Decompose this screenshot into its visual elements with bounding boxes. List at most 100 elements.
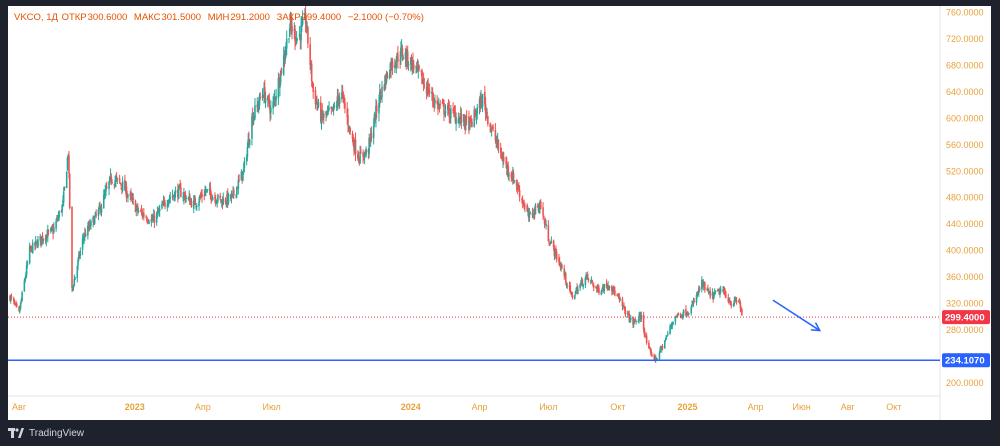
candle-body — [282, 55, 285, 75]
candle-body — [368, 138, 370, 154]
candle-body — [443, 113, 446, 115]
candle-body — [446, 105, 449, 110]
candle-body — [285, 47, 287, 52]
candle-body — [55, 221, 57, 229]
candle-body — [538, 207, 541, 212]
candle-body — [592, 284, 595, 288]
candle-body — [357, 156, 360, 160]
candle-body — [465, 116, 468, 118]
candle-body — [378, 102, 380, 114]
candle-body — [359, 152, 361, 164]
candle-body — [438, 104, 441, 106]
candle-body — [347, 126, 350, 130]
candle-body — [543, 216, 545, 218]
candle-body — [63, 186, 66, 191]
candle-body — [565, 282, 568, 285]
x-tick-label: Июн — [793, 402, 811, 412]
candle-body — [549, 244, 551, 246]
y-tick-label: 200.0000 — [946, 378, 984, 388]
candle-body — [401, 47, 404, 57]
candle-body — [579, 284, 581, 289]
candle-body — [666, 335, 668, 337]
candle-body — [672, 321, 674, 325]
candle-body — [120, 184, 122, 186]
candle-body — [35, 241, 38, 243]
change-value: −2.1000 (−0.70%) — [347, 12, 424, 23]
candle-body — [510, 173, 513, 178]
candle-body — [598, 288, 600, 294]
candle-body — [61, 204, 63, 212]
candle-body — [695, 295, 698, 303]
candle-body — [90, 220, 92, 227]
candle-body — [633, 319, 636, 321]
candle-body — [12, 298, 15, 302]
candle-body — [534, 204, 537, 215]
candle-body — [490, 129, 493, 131]
candle-body — [422, 79, 425, 85]
candle-body — [448, 108, 451, 118]
candle-body — [190, 200, 193, 207]
candle-body — [624, 310, 627, 315]
candle-body — [322, 117, 324, 119]
candle-body — [105, 188, 107, 192]
candle-body — [507, 166, 510, 174]
candle-body — [495, 141, 497, 143]
candle-body — [121, 181, 124, 191]
ohlc-header: VKCO, 1Д ОТКР300.6000 МАКС301.5000 МИН29… — [14, 12, 428, 23]
y-tick-label: 640.0000 — [946, 87, 984, 97]
x-tick-label: Окт — [886, 402, 901, 412]
candle-body — [471, 121, 473, 127]
candle-body — [146, 218, 148, 221]
candle-body — [543, 219, 546, 225]
candle-body — [270, 107, 272, 113]
candle-body — [571, 295, 574, 298]
candle-body — [531, 212, 534, 216]
candle-body — [492, 127, 494, 129]
candle-body — [288, 28, 291, 38]
candle-body — [416, 61, 419, 70]
candle-body — [603, 284, 606, 292]
candle-body — [439, 103, 442, 105]
price-chart[interactable]: 200.0000240.0000280.0000320.0000360.0000… — [8, 6, 991, 420]
candle-body — [558, 258, 560, 262]
candle-body — [491, 128, 494, 130]
candle-body — [254, 105, 256, 119]
tradingview-logo-icon[interactable] — [8, 428, 24, 438]
candle-body — [162, 201, 165, 205]
candle-body — [109, 174, 112, 176]
x-tick-label: Окт — [610, 402, 625, 412]
candle-body — [397, 54, 399, 62]
candle-body — [215, 202, 218, 204]
candle-body — [584, 277, 587, 286]
candle-body — [16, 303, 18, 307]
candle-body — [518, 186, 520, 192]
candle-body — [686, 313, 689, 315]
candle-body — [363, 157, 365, 160]
candle-body — [83, 237, 85, 240]
candle-body — [328, 108, 330, 110]
candle-body — [486, 112, 488, 115]
candle-body — [203, 195, 206, 197]
candle-body — [622, 305, 624, 307]
candle-body — [21, 292, 23, 301]
candle-body — [134, 200, 137, 213]
candle-body — [692, 300, 695, 304]
last-price-badge — [942, 310, 990, 325]
candle-body — [484, 104, 487, 114]
candle-body — [314, 90, 317, 105]
candle-body — [18, 306, 20, 311]
chart-area[interactable]: VKCO, 1Д ОТКР300.6000 МАКС301.5000 МИН29… — [8, 6, 991, 420]
y-tick-label: 760.0000 — [946, 8, 984, 18]
candle-body — [698, 288, 700, 294]
candle-body — [278, 77, 280, 87]
candle-body — [337, 94, 339, 100]
candle-body — [450, 108, 452, 119]
candle-body — [262, 96, 265, 98]
candle-body — [476, 107, 479, 114]
candle-body — [20, 299, 23, 303]
candle-body — [474, 109, 476, 115]
candle-body — [629, 317, 632, 321]
candle-body — [41, 235, 44, 241]
candle-body — [614, 290, 616, 296]
candle-body — [687, 314, 690, 316]
